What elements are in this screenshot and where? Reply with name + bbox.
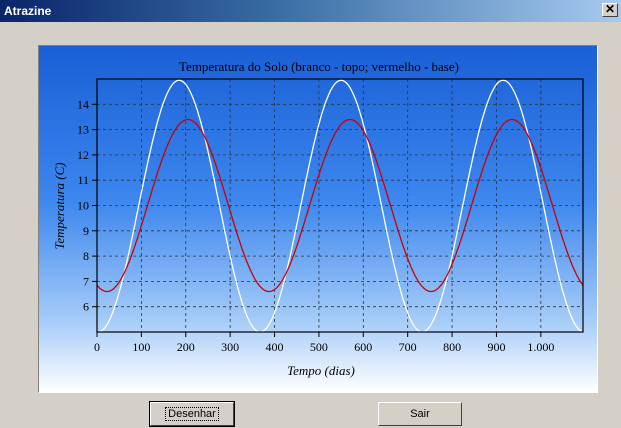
x-tick-label: 1.000: [527, 340, 554, 354]
y-tick-label: 7: [83, 274, 89, 288]
series-line-top: [97, 79, 583, 332]
exit-button-label: Sair: [410, 408, 430, 420]
chart-background: [39, 46, 597, 392]
plot-frame: [96, 78, 584, 333]
y-tick-label: 9: [83, 224, 89, 238]
y-tick-label: 6: [83, 300, 89, 314]
y-tick-label: 13: [77, 123, 89, 137]
x-tick-label: 200: [177, 340, 195, 354]
temperature-chart: Temperatura do Solo (branco - topo; verm…: [39, 46, 597, 392]
y-tick-label: 10: [77, 199, 89, 213]
draw-button-label: Desenhar: [165, 407, 219, 421]
x-tick-label: 0: [94, 340, 100, 354]
x-tick-label: 700: [399, 340, 417, 354]
title-bar[interactable]: Atrazine ✕: [0, 0, 621, 22]
y-axis-label: Temperatura (C): [52, 162, 67, 249]
chart-title: Temperatura do Solo (branco - topo; verm…: [179, 59, 459, 74]
x-tick-label: 600: [354, 340, 372, 354]
x-tick-label: 500: [310, 340, 328, 354]
x-tick-label: 900: [487, 340, 505, 354]
y-tick-label: 12: [77, 148, 89, 162]
x-tick-label: 800: [443, 340, 461, 354]
series-line-base: [97, 118, 583, 293]
draw-button[interactable]: Desenhar: [149, 401, 235, 427]
x-tick-label: 300: [221, 340, 239, 354]
x-axis-label: Tempo (dias): [287, 363, 355, 378]
y-tick-label: 14: [77, 97, 89, 111]
exit-button[interactable]: Sair: [378, 402, 462, 426]
x-tick-label: 100: [132, 340, 150, 354]
y-tick-label: 8: [83, 249, 89, 263]
chart-panel: Temperatura do Solo (branco - topo; verm…: [38, 45, 598, 393]
x-tick-label: 400: [266, 340, 284, 354]
close-icon: ✕: [604, 2, 616, 16]
window-title: Atrazine: [4, 4, 52, 18]
close-button[interactable]: ✕: [602, 3, 618, 17]
y-tick-label: 11: [77, 173, 89, 187]
